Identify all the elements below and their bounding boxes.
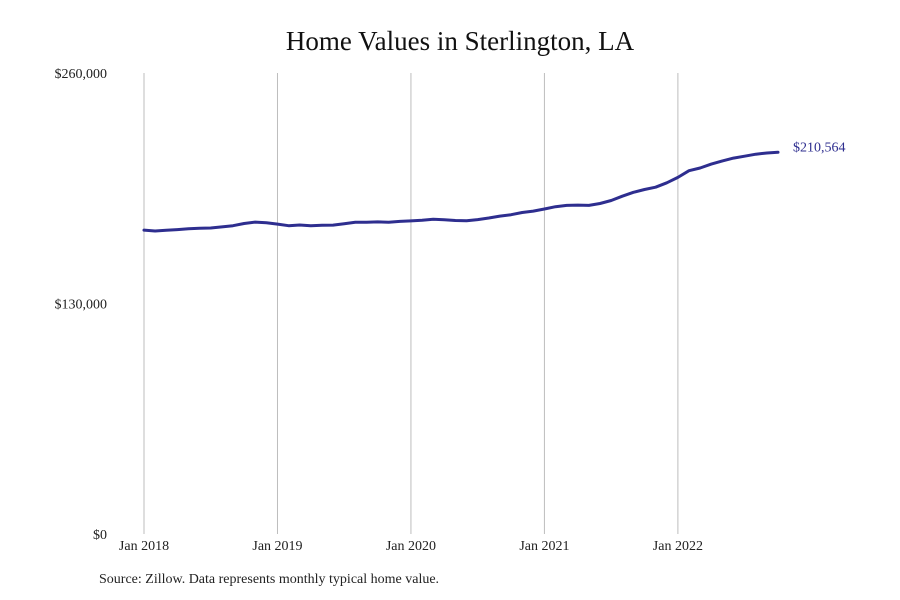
y-axis-ticks: $0 $130,000 $260,000 xyxy=(55,67,108,543)
series-layer xyxy=(142,150,780,233)
y-tick-label: $130,000 xyxy=(55,298,108,313)
x-tick-label: Jan 2019 xyxy=(252,539,302,554)
source-note: Source: Zillow. Data represents monthly … xyxy=(99,572,440,587)
chart-title: Home Values in Sterlington, LA xyxy=(285,26,635,56)
end-value-label: $210,564 xyxy=(793,140,846,155)
x-tick-label: Jan 2021 xyxy=(519,539,569,554)
gridlines xyxy=(143,73,679,534)
series-line xyxy=(142,150,780,233)
y-tick-label: $0 xyxy=(93,528,107,543)
x-tick-label: Jan 2020 xyxy=(386,539,436,554)
y-tick-label: $260,000 xyxy=(55,67,108,82)
x-tick-label: Jan 2022 xyxy=(653,539,703,554)
x-tick-label: Jan 2018 xyxy=(119,539,169,554)
x-axis-ticks: Jan 2018 Jan 2019 Jan 2020 Jan 2021 Jan 2022 xyxy=(119,539,703,554)
data-labels: $210,564 xyxy=(793,140,846,155)
